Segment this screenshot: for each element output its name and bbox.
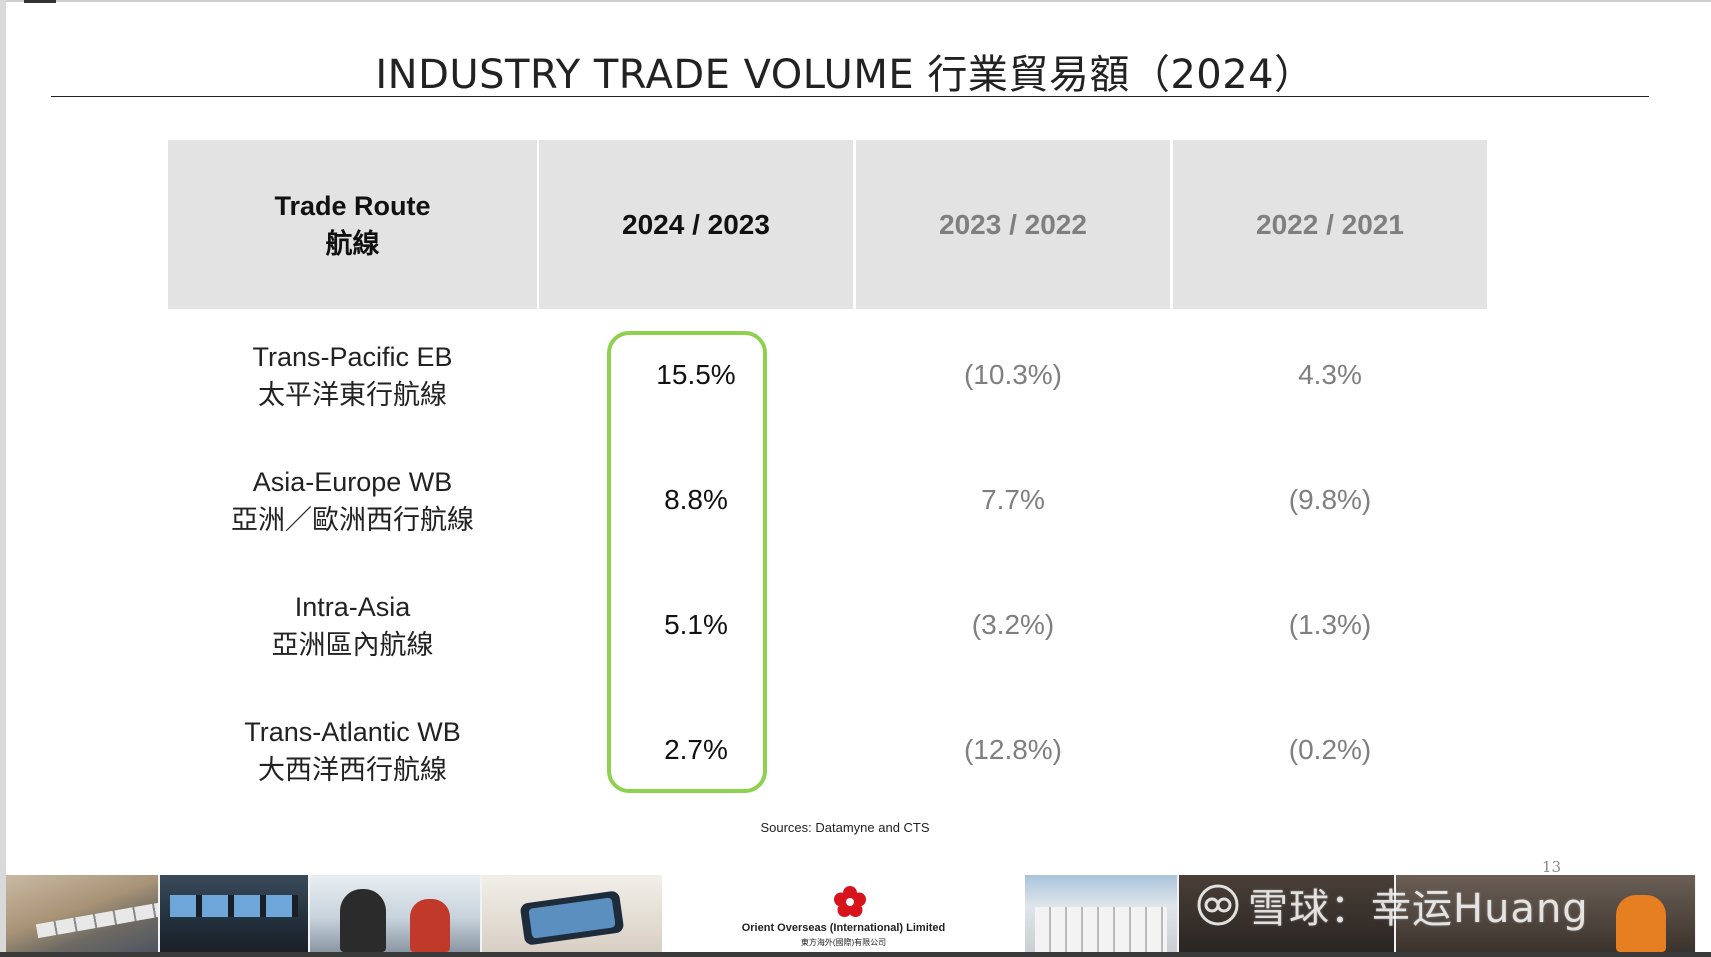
company-name-cn: 東方海外(國際)有限公司 — [800, 938, 887, 947]
table-cell-value: (1.3%) — [1288, 609, 1372, 640]
table-cell-value: (3.2%) — [971, 609, 1055, 640]
table-row-route: Asia-Europe WB 亞洲／歐洲西行航線 — [168, 463, 537, 539]
meeting-photo — [1179, 875, 1394, 952]
header-route-label-en: Trade Route — [274, 190, 431, 221]
corner-mark — [24, 0, 56, 3]
sources-note: Sources: Datamyne and CTS — [760, 820, 930, 835]
containers-photo — [1025, 875, 1177, 952]
table-cell-value: (12.8%) — [963, 734, 1063, 765]
header-route-label-cn: 航線 — [325, 228, 380, 259]
mobile-app-photo — [482, 875, 662, 952]
page-number: 13 — [1542, 858, 1562, 876]
table-row-route: Trans-Pacific EB 太平洋東行航線 — [168, 338, 537, 414]
table-cell-value: 7.7% — [981, 484, 1045, 515]
table-row-route: Intra-Asia 亞洲區內航線 — [168, 588, 537, 664]
slide-title: INDUSTRY TRADE VOLUME 行業貿易額（2024） — [375, 52, 1315, 98]
table-cell-value: (9.8%) — [1288, 484, 1372, 515]
title-divider — [51, 96, 1649, 97]
table-row-route: Trans-Atlantic WB 大西洋西行航線 — [168, 713, 537, 789]
header-period-2022-2021: 2022 / 2021 — [1173, 140, 1487, 309]
route-name-cn: 大西洋西行航線 — [258, 755, 447, 785]
table-cell-value: (10.3%) — [963, 359, 1063, 390]
watermark-text: 雪球：幸运Huang — [1248, 886, 1589, 932]
highlight-box-2024 — [607, 331, 767, 793]
header-period-2023-2022: 2023 / 2022 — [856, 140, 1170, 309]
port-worker-photo — [1396, 875, 1695, 952]
control-room-photo — [160, 875, 308, 952]
route-name-en: Asia-Europe WB — [252, 467, 453, 497]
route-name-en: Trans-Pacific EB — [252, 342, 453, 372]
rail-photo — [6, 875, 158, 952]
table-cell-value: (0.2%) — [1288, 734, 1372, 765]
table-cell-value: 8.8% — [664, 484, 728, 515]
route-name-en: Trans-Atlantic WB — [244, 717, 461, 747]
table-cell-value: 5.1% — [664, 609, 728, 640]
route-name-cn: 亞洲／歐洲西行航線 — [231, 505, 474, 535]
staff-photo — [310, 875, 480, 952]
table-cell-value: 2.7% — [664, 734, 728, 765]
header-period-2024-2023: 2024 / 2023 — [539, 140, 853, 309]
slide-left-border — [0, 0, 6, 957]
plum-blossom-logo-icon — [834, 886, 866, 917]
snowball-logo-icon — [1197, 884, 1239, 926]
header-trade-route: Trade Route 航線 — [168, 140, 537, 309]
route-name-cn: 太平洋東行航線 — [258, 380, 447, 410]
table-cell-value: 4.3% — [1298, 359, 1362, 390]
route-name-en: Intra-Asia — [294, 592, 411, 622]
bottom-bar — [0, 952, 1711, 957]
company-name: Orient Overseas (International) Limited — [741, 922, 946, 934]
watermark: 雪球：幸运Huang — [1196, 878, 1589, 932]
table-cell-value: 15.5% — [656, 359, 736, 390]
slide-top-border — [0, 0, 1711, 2]
route-name-cn: 亞洲區內航線 — [271, 630, 434, 660]
